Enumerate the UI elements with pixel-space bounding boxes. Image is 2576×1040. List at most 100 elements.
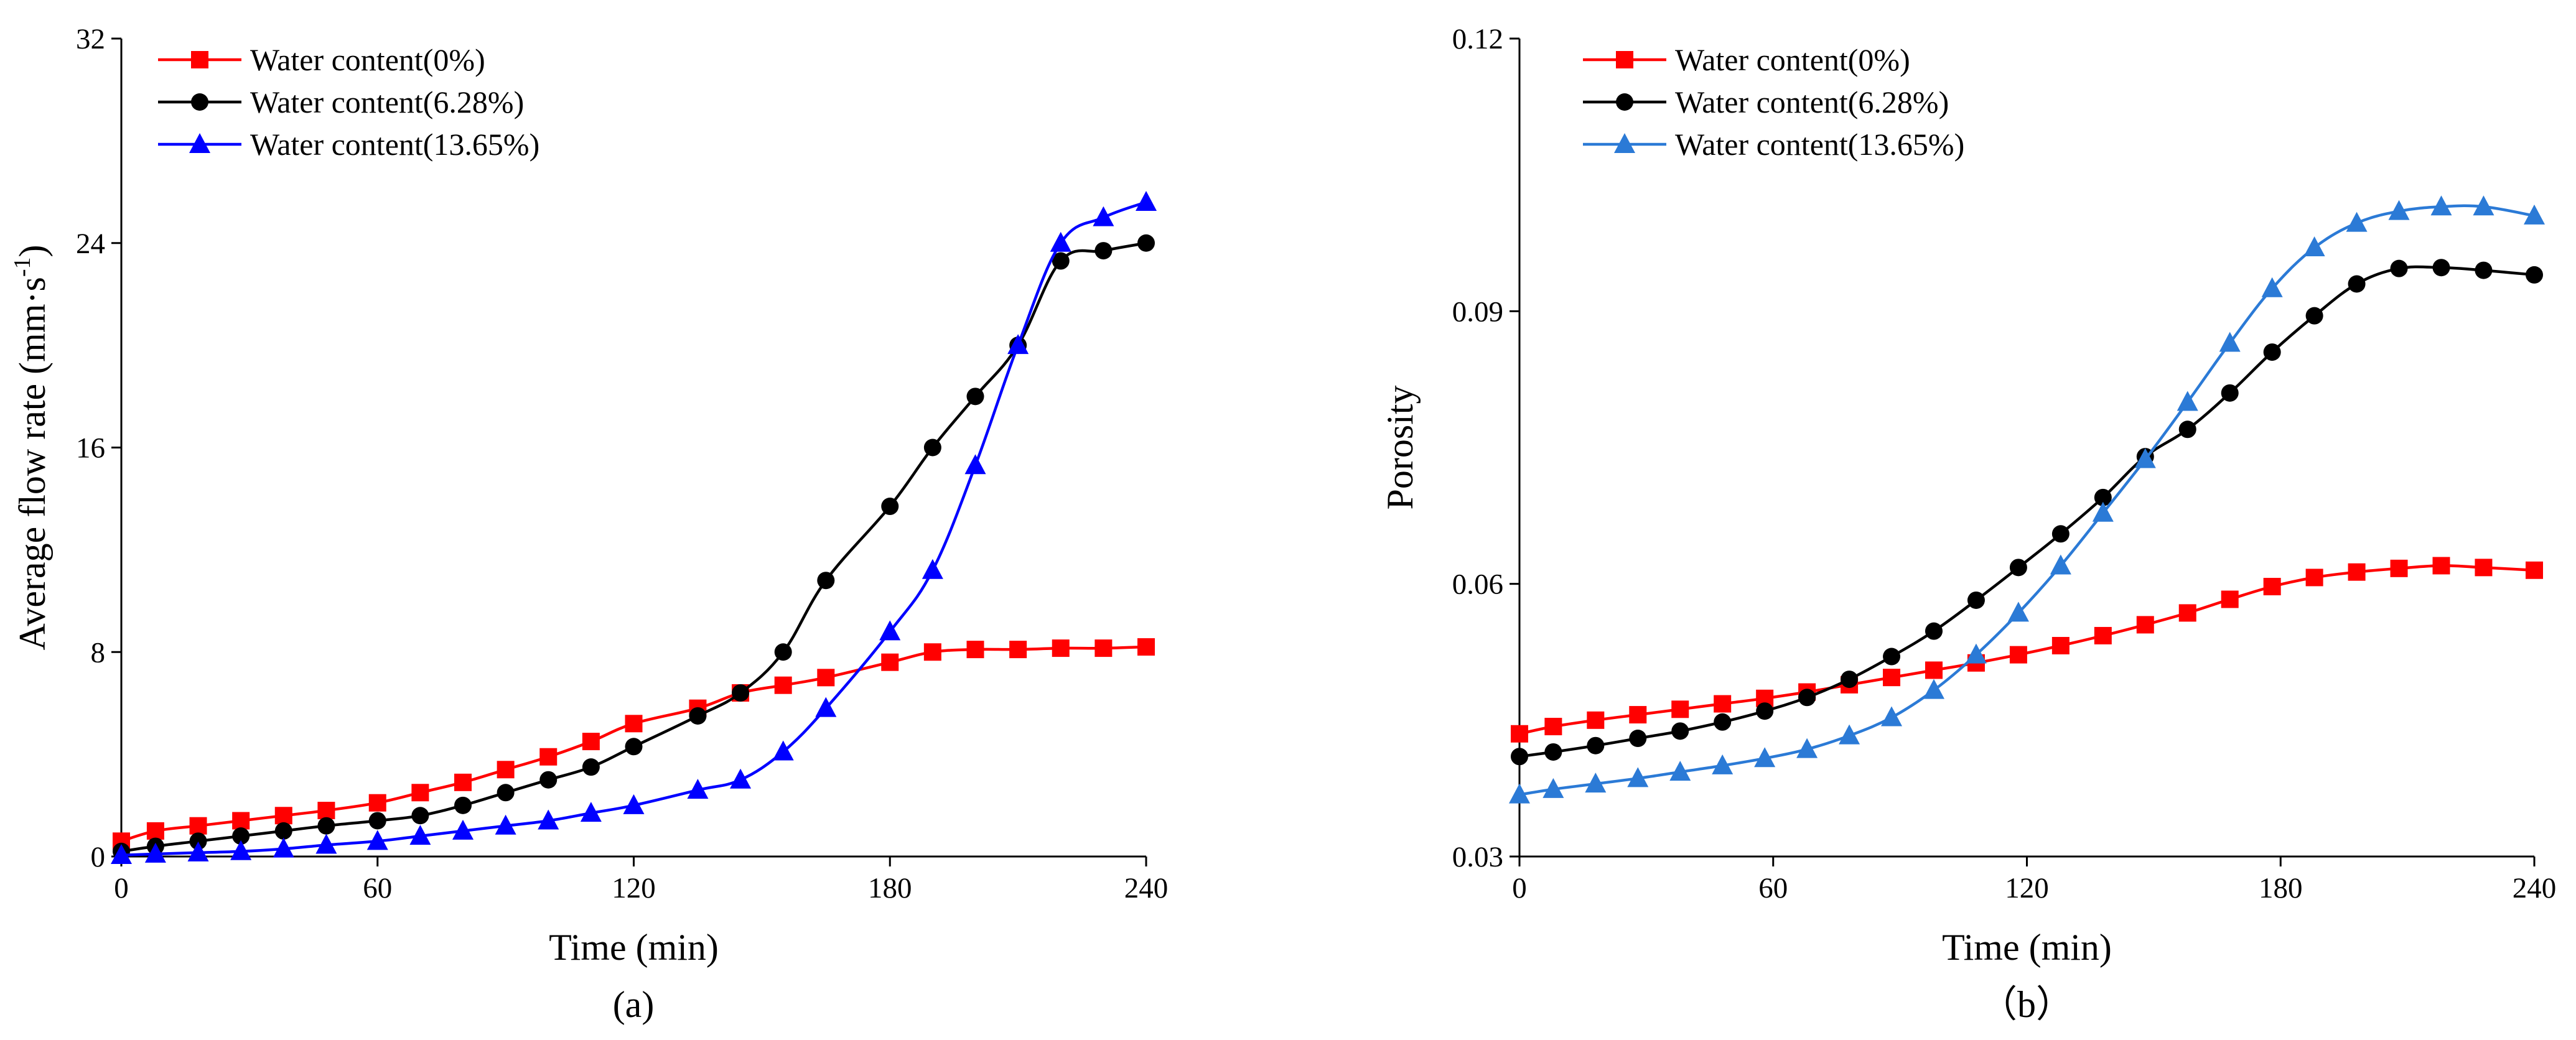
series-0 xyxy=(1511,557,2543,743)
data-point xyxy=(1627,767,1649,787)
chart-a-flow-rate: 0 60 120 180 240 0 8 16 24 32 Time (min) Average fl… xyxy=(9,23,1168,1025)
y-axis-label-text: Porosity xyxy=(1379,385,1421,509)
data-point xyxy=(1009,641,1027,659)
data-point xyxy=(2432,259,2450,277)
x-tick-label: 0 xyxy=(1512,872,1527,904)
data-point xyxy=(2009,559,2027,577)
data-point xyxy=(2094,488,2112,506)
data-point xyxy=(539,771,558,789)
x-tick-label: 240 xyxy=(1124,872,1169,904)
x-tick-label: 180 xyxy=(868,872,912,904)
series-1 xyxy=(113,234,1155,860)
series-0 xyxy=(113,638,1155,850)
data-point xyxy=(689,707,707,725)
data-point xyxy=(497,761,515,779)
data-point xyxy=(966,388,984,406)
data-point xyxy=(1587,711,1605,729)
data-point xyxy=(274,822,292,840)
y-axis-label-superscript: -1 xyxy=(9,258,35,277)
series-2 xyxy=(1509,195,2545,804)
legend-label: Water content(6.28%) xyxy=(250,85,524,119)
data-point xyxy=(111,843,132,864)
data-point xyxy=(922,559,943,579)
legend-marker xyxy=(189,133,210,153)
data-point xyxy=(2178,604,2196,622)
data-point xyxy=(964,454,986,475)
data-point xyxy=(1841,671,1859,689)
y-tick-label: 24 xyxy=(76,228,105,260)
data-point xyxy=(1136,191,1157,211)
data-point xyxy=(1796,738,1818,758)
x-tick-label: 180 xyxy=(2259,872,2303,904)
data-point xyxy=(232,827,250,845)
data-point xyxy=(454,773,472,791)
data-point xyxy=(1052,252,1070,270)
data-point xyxy=(2390,259,2408,277)
y-axis-label-text: Average flow rate (mm·s xyxy=(12,277,53,650)
data-point xyxy=(2475,559,2493,577)
y-tick-label: 32 xyxy=(76,23,105,55)
data-point xyxy=(1925,661,1943,679)
data-point xyxy=(1756,702,1774,720)
y-tick-label: 0.06 xyxy=(1452,569,1503,601)
data-point xyxy=(411,784,429,802)
data-point xyxy=(2303,236,2325,257)
data-point xyxy=(582,758,600,776)
data-point xyxy=(1509,783,1530,804)
y-tick-label: 0 xyxy=(91,841,106,873)
data-point xyxy=(1511,725,1528,743)
y-tick-label: 0.09 xyxy=(1452,295,1503,328)
data-point xyxy=(1094,639,1113,657)
legend-label: Water content(6.28%) xyxy=(1675,85,1949,119)
data-point xyxy=(923,439,941,457)
data-point xyxy=(1050,231,1071,252)
data-point xyxy=(1137,638,1155,656)
data-point xyxy=(817,669,835,687)
data-point xyxy=(538,809,559,830)
data-point xyxy=(1671,722,1689,740)
data-point xyxy=(1094,242,1113,260)
data-point xyxy=(368,794,386,812)
data-point xyxy=(1511,748,1528,766)
data-point xyxy=(881,498,899,516)
data-point xyxy=(1629,730,1647,748)
data-point xyxy=(2136,616,2154,634)
data-point xyxy=(1923,679,1944,699)
data-point xyxy=(1712,754,1734,774)
data-point xyxy=(1587,736,1605,754)
data-point xyxy=(539,748,558,766)
data-point xyxy=(317,802,335,820)
data-point xyxy=(2221,590,2239,608)
chart-caption: (a) xyxy=(613,984,655,1025)
data-point xyxy=(730,768,752,789)
data-point xyxy=(2305,569,2323,587)
data-point xyxy=(2524,204,2545,225)
x-tick-label: 60 xyxy=(363,872,392,904)
data-point xyxy=(144,842,166,863)
data-point xyxy=(815,697,837,717)
data-point xyxy=(2305,307,2323,325)
data-point xyxy=(273,837,294,858)
data-point xyxy=(1544,718,1562,736)
data-point xyxy=(2263,343,2281,361)
series-line xyxy=(1519,265,2535,758)
data-point xyxy=(2432,557,2450,575)
data-point xyxy=(2346,211,2368,232)
data-point xyxy=(2009,646,2027,664)
data-point xyxy=(2219,332,2241,352)
data-point xyxy=(366,830,388,850)
y-axis-label: Porosity xyxy=(1379,385,1421,509)
data-point xyxy=(454,796,472,814)
data-point xyxy=(146,822,164,840)
data-point xyxy=(1883,669,1901,687)
chart-b-porosity: 0 60 120 180 240 0.03 0.06 0.09 0.12 Time (min) Po… xyxy=(1379,23,2556,1025)
data-point xyxy=(2134,448,2156,468)
data-point xyxy=(452,819,474,840)
data-point xyxy=(1754,747,1776,768)
data-point xyxy=(2007,601,2029,622)
data-point xyxy=(1669,761,1691,781)
data-point xyxy=(1093,206,1114,226)
data-point xyxy=(774,643,792,661)
x-tick-label: 120 xyxy=(2005,872,2049,904)
x-tick-label: 240 xyxy=(2513,872,2557,904)
